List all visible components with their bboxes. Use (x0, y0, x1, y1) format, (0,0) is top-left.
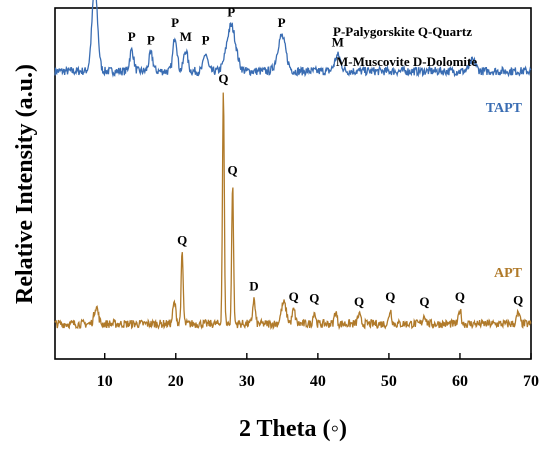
peak-label: Q (419, 294, 429, 309)
peak-label-layer: PPPPMPPPMQQQDQQQQQQQ (128, 5, 524, 310)
series-name-apt: APT (494, 266, 523, 281)
peak-label: Q (455, 289, 465, 304)
series-line-apt (54, 92, 532, 331)
series-layer (54, 0, 532, 331)
peak-label: Q (513, 292, 523, 307)
peak-label: D (249, 278, 258, 293)
plot-frame (54, 7, 532, 360)
peak-label: M (332, 34, 344, 49)
peak-label: Q (218, 71, 228, 86)
peak-label: M (180, 29, 192, 44)
x-tick-label: 50 (381, 373, 397, 390)
peak-label: P (171, 15, 179, 30)
series-name-tapt: TAPT (486, 101, 523, 116)
peak-label: Q (385, 289, 395, 304)
peak-label: Q (228, 163, 238, 178)
peak-label: Q (354, 294, 364, 309)
x-tick-label: 30 (239, 373, 255, 390)
peak-label: Q (309, 291, 319, 306)
series-line-tapt (54, 0, 532, 78)
x-tick-label: 10 (97, 373, 113, 390)
peak-label: Q (289, 289, 299, 304)
legend-line-2: M-Muscovite D-Dolomite (336, 54, 477, 69)
peak-label: P (278, 15, 286, 30)
legend-line-1: P-Palygorskite Q-Quartz (333, 24, 472, 39)
x-tick-label: 40 (310, 373, 326, 390)
peak-label: P (147, 33, 155, 48)
peak-label: P (227, 5, 235, 20)
x-tick-label: 70 (523, 373, 539, 390)
y-axis-label: Relative Intensity (a.u.) (12, 64, 38, 304)
x-axis-label: 2 Theta (◦) (239, 416, 347, 442)
x-axis-ticks: 10 20 30 40 50 60 70 (97, 353, 539, 390)
x-tick-label: 20 (168, 373, 184, 390)
peak-label: P (128, 29, 136, 44)
x-tick-label: 60 (452, 373, 468, 390)
peak-label: P (202, 33, 210, 48)
peak-label: Q (177, 233, 187, 248)
